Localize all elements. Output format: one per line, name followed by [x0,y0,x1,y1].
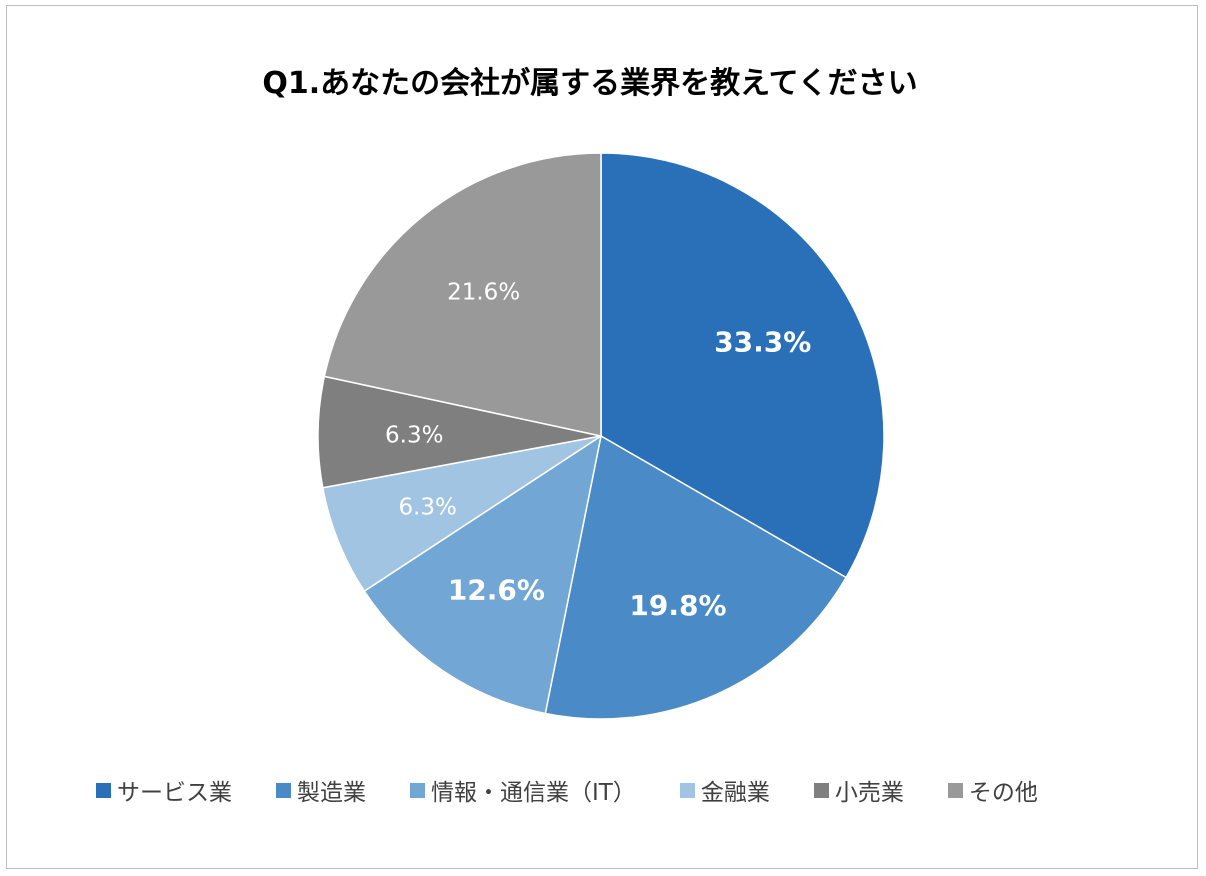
pie-slice [323,152,602,437]
data-label: 12.6% [448,574,545,607]
legend-item: 小売業 [813,773,904,807]
data-label: 6.3% [385,422,443,448]
legend-item: 金融業 [679,773,770,807]
legend-swatch [947,782,963,798]
data-label: 33.3% [714,326,811,359]
legend-label: 小売業 [834,780,904,806]
legend-swatch [679,782,695,798]
chart-frame [6,5,1198,869]
data-label: 6.3% [398,495,456,521]
legend-item: サービス業 [96,773,232,807]
legend-label: サービス業 [117,780,232,806]
legend-label: 製造業 [297,780,366,806]
legend-swatch [96,782,111,798]
legend-swatch [276,782,291,798]
legend-item: その他 [947,773,1038,807]
legend-swatch [410,782,425,798]
pie-slice [363,434,603,715]
legend-item: 情報・通信業（IT） [410,773,636,807]
pie-slice [544,434,848,720]
legend-swatch [813,782,829,798]
data-label: 21.6% [447,280,520,306]
legend-label: 金融業 [700,780,770,806]
chart-title: Q1.あなたの会社が属する業界を教えてください [262,66,918,101]
legend-label: その他 [968,780,1038,806]
data-label: 19.8% [629,589,726,622]
pie-slice [600,152,885,579]
legend: サービス業 製造業 情報・通信業（IT） 金融業 小売業 その他 [96,773,1082,807]
legend-item: 製造業 [276,773,366,807]
legend-label: 情報・通信業（IT） [431,780,636,806]
